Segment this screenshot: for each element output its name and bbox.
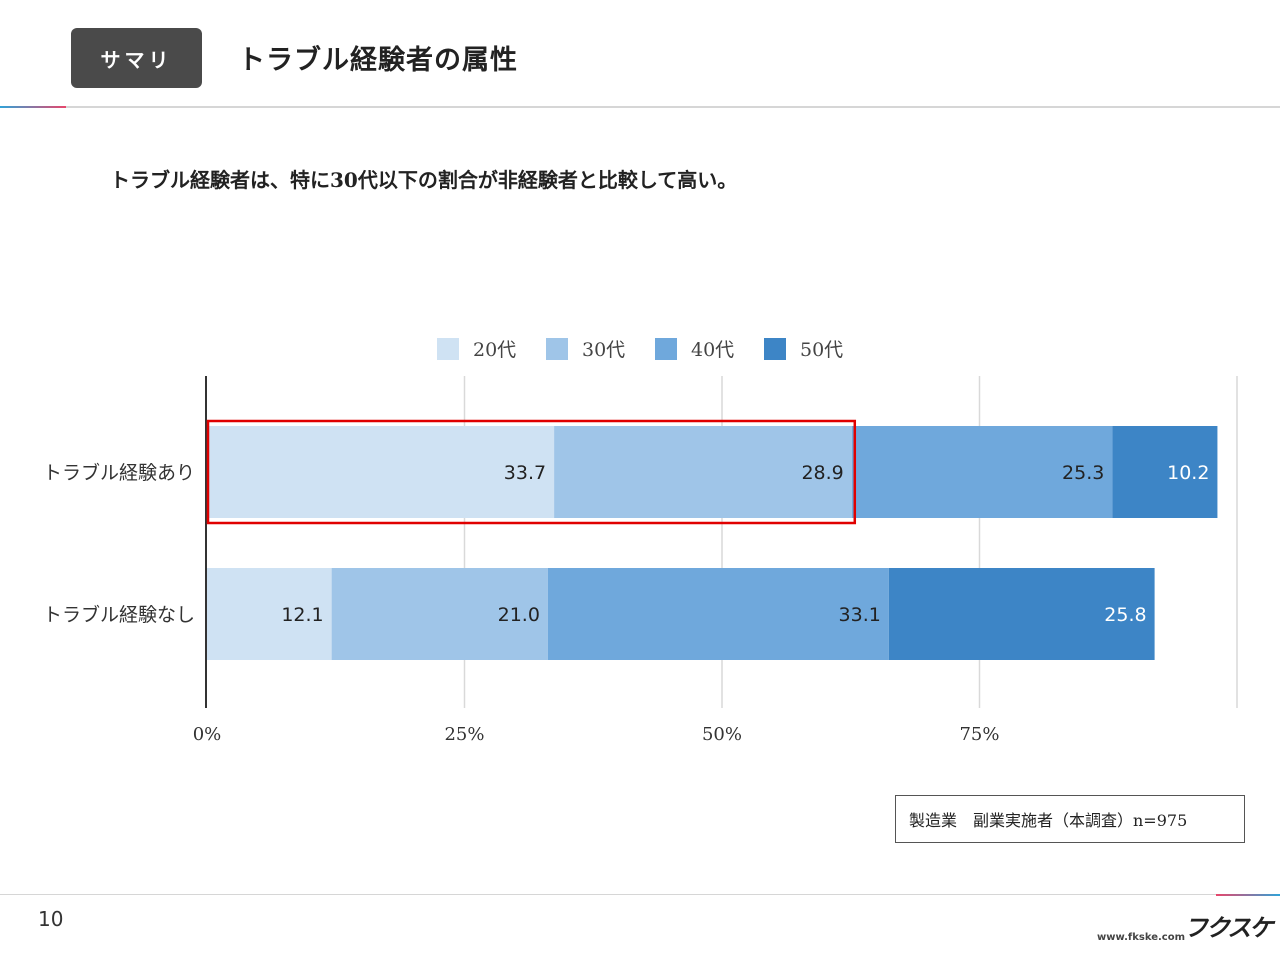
bar-segment bbox=[331, 568, 548, 660]
legend-label: 30代 bbox=[582, 339, 625, 361]
legend-swatch bbox=[437, 338, 459, 360]
category-label: トラブル経験あり bbox=[43, 461, 195, 484]
source-note: 製造業 副業実施者（本調査）n=975 bbox=[895, 795, 1245, 843]
data-label: 33.1 bbox=[839, 604, 881, 626]
x-tick-label: 50% bbox=[702, 724, 742, 745]
stacked-bar-chart: 33.7 28.9 25.3 10.2 トラブル経験あり 12.1 21.0 33.1 25.8… bbox=[43, 338, 1238, 745]
category-label: トラブル経験なし bbox=[43, 603, 195, 626]
x-tick-label: 25% bbox=[444, 724, 484, 745]
header-divider bbox=[0, 106, 1280, 108]
bar-segment bbox=[207, 568, 332, 660]
summary-badge: サマリ bbox=[71, 28, 202, 88]
x-tick-label: 0% bbox=[193, 724, 222, 745]
data-label: 28.9 bbox=[801, 462, 843, 484]
bar-segment bbox=[1112, 426, 1218, 518]
data-label: 25.8 bbox=[1104, 604, 1146, 626]
bar-segment bbox=[851, 426, 1113, 518]
summary-text: トラブル経験者は、特に30代以下の割合が非経験者と比較して高い。 bbox=[110, 168, 738, 192]
data-label: 33.7 bbox=[504, 462, 546, 484]
data-label: 10.2 bbox=[1167, 462, 1209, 484]
legend-swatch bbox=[655, 338, 677, 360]
page-title: トラブル経験者の属性 bbox=[238, 45, 518, 76]
bar-segment bbox=[554, 426, 852, 518]
bar-segment bbox=[207, 426, 555, 518]
footer-accent bbox=[1216, 894, 1280, 896]
data-label: 12.1 bbox=[281, 604, 323, 626]
brand-logo: フクスケ bbox=[1184, 914, 1273, 942]
brand-url: www.fkske.com bbox=[1097, 932, 1186, 943]
data-label: 25.3 bbox=[1062, 462, 1104, 484]
header-accent bbox=[0, 106, 66, 108]
bar-segment bbox=[547, 568, 889, 660]
bar-segment bbox=[888, 568, 1155, 660]
data-label: 21.0 bbox=[498, 604, 540, 626]
legend-swatch bbox=[546, 338, 568, 360]
legend-label: 20代 bbox=[473, 339, 516, 361]
footer-divider bbox=[0, 894, 1280, 895]
legend-label: 40代 bbox=[691, 339, 734, 361]
x-tick-label: 75% bbox=[959, 724, 999, 745]
legend-label: 50代 bbox=[800, 339, 843, 361]
page-number: 10 bbox=[38, 907, 64, 931]
legend-swatch bbox=[764, 338, 786, 360]
highlight-box bbox=[206, 419, 857, 525]
